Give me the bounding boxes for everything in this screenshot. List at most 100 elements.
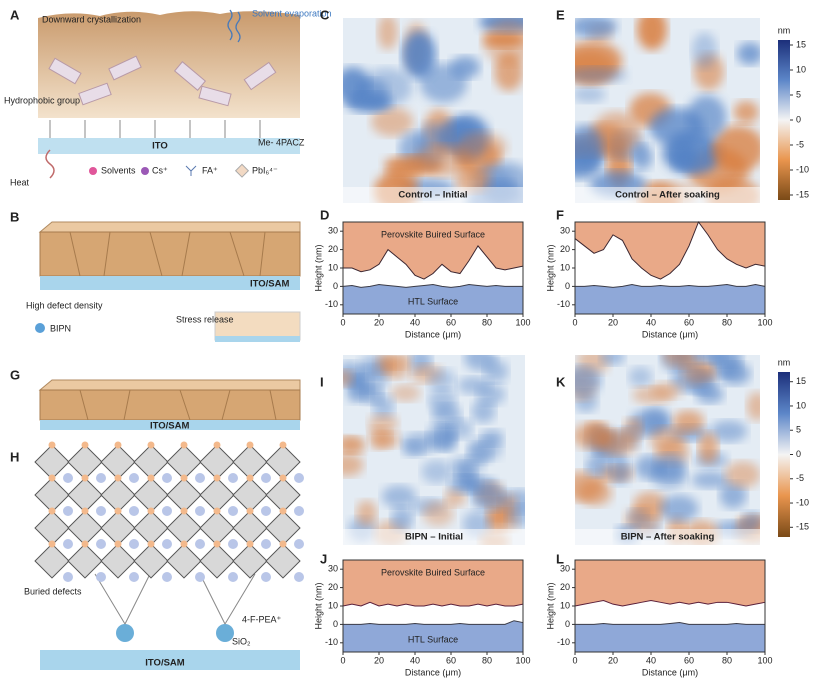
colorbar-tick-label: 0 — [796, 449, 801, 459]
pb-site — [114, 540, 122, 548]
a-site — [294, 473, 304, 483]
label: SiO₂ — [232, 636, 251, 646]
afm-blob — [464, 355, 497, 371]
vapor — [227, 9, 241, 43]
colorbar-tick-label: 10 — [796, 64, 806, 74]
afm-blob — [600, 355, 625, 366]
legend-label: Cs⁺ — [152, 165, 168, 175]
pb-site — [48, 474, 56, 482]
afm-blob — [694, 355, 726, 364]
map-caption: Control – After soaking — [615, 190, 720, 201]
afm-blob — [356, 500, 377, 527]
profile-line — [343, 245, 524, 280]
schematic-g: G ITO/SAM — [10, 367, 301, 432]
y-tick-label: 0 — [333, 281, 338, 291]
y-tick-label: 10 — [328, 262, 338, 272]
afm-blob — [402, 30, 436, 79]
bipn-icon — [35, 323, 45, 333]
octahedron — [133, 477, 169, 513]
afm-blob — [422, 501, 454, 527]
area — [343, 222, 523, 280]
pb-site — [279, 474, 287, 482]
pb-site — [48, 441, 56, 449]
afm-blob — [649, 426, 686, 454]
a-site — [228, 539, 238, 549]
a-site — [195, 572, 205, 582]
afm-blob — [585, 454, 611, 477]
label: Stress release — [176, 314, 234, 324]
octahedron — [265, 510, 301, 546]
fa-icon — [185, 165, 197, 176]
octahedron — [34, 477, 70, 513]
x-axis-label: Distance (μm) — [405, 329, 461, 339]
a-site — [162, 539, 172, 549]
afm-blob — [575, 66, 627, 83]
x-tick-label: 80 — [722, 655, 732, 665]
afm-blob — [506, 504, 525, 527]
afm-blob — [390, 506, 414, 532]
afm-blob — [671, 143, 698, 171]
inset — [214, 311, 301, 341]
afm-map — [575, 18, 760, 203]
pb-site — [213, 507, 221, 515]
octahedron — [100, 510, 136, 546]
pb-site — [147, 441, 155, 449]
map-caption: BIPN – After soaking — [621, 532, 715, 543]
x-tick-label: 40 — [646, 655, 656, 665]
a-site — [129, 539, 139, 549]
colorbar-tick-label: -10 — [796, 164, 809, 174]
map-caption: Control – Initial — [398, 190, 467, 201]
afm-blob — [659, 495, 699, 522]
colorbar-tick-label: 0 — [796, 114, 801, 124]
afm-blob — [390, 384, 421, 402]
octahedron — [133, 444, 169, 480]
panel-label: B — [10, 209, 19, 224]
pb-site — [279, 540, 287, 548]
pb-site — [81, 507, 89, 515]
x-tick-label: 20 — [374, 655, 384, 665]
y-tick-label: 10 — [560, 262, 570, 272]
y-tick-label: 20 — [328, 582, 338, 592]
panel-label: C — [320, 7, 330, 22]
area — [575, 560, 765, 606]
afm-blob — [712, 125, 760, 173]
pb-site — [213, 474, 221, 482]
pb-site — [213, 441, 221, 449]
annotation: Perovskite Buired Surface — [381, 229, 485, 239]
heat-wave — [45, 149, 55, 179]
y-axis-label: Height (nm) — [545, 244, 555, 291]
afm-blob — [733, 100, 759, 124]
a-site — [96, 473, 106, 483]
afm-blob — [483, 19, 523, 65]
afm-blob — [609, 454, 631, 485]
a-site — [261, 539, 271, 549]
x-tick-label: 80 — [722, 317, 732, 327]
sio2-particle — [216, 624, 234, 642]
pb-site — [180, 540, 188, 548]
afm-blob — [372, 394, 395, 419]
colorbar-tick-label: 10 — [796, 400, 806, 410]
afm-blob — [345, 92, 393, 113]
afm-blob — [462, 475, 497, 494]
label: Heat — [10, 177, 30, 187]
afm-blob — [343, 369, 354, 387]
octahedron — [34, 444, 70, 480]
afm-blob — [710, 420, 748, 443]
area — [343, 560, 523, 606]
caption-band — [575, 529, 760, 545]
cs-icon — [141, 167, 149, 175]
y-tick-label: -10 — [325, 299, 338, 309]
afm-blob — [575, 125, 604, 167]
afm-blob — [368, 414, 399, 434]
label: ITO — [152, 141, 168, 152]
x-tick-label: 60 — [446, 317, 456, 327]
sio2-particle — [116, 624, 134, 642]
afm-blob — [427, 368, 456, 391]
y-tick-label: -10 — [557, 637, 570, 647]
a-site — [228, 473, 238, 483]
afm-blob — [480, 429, 504, 446]
ito-layer — [38, 138, 300, 154]
panel-label: E — [556, 7, 565, 22]
y-axis-label: Height (nm) — [313, 582, 323, 629]
